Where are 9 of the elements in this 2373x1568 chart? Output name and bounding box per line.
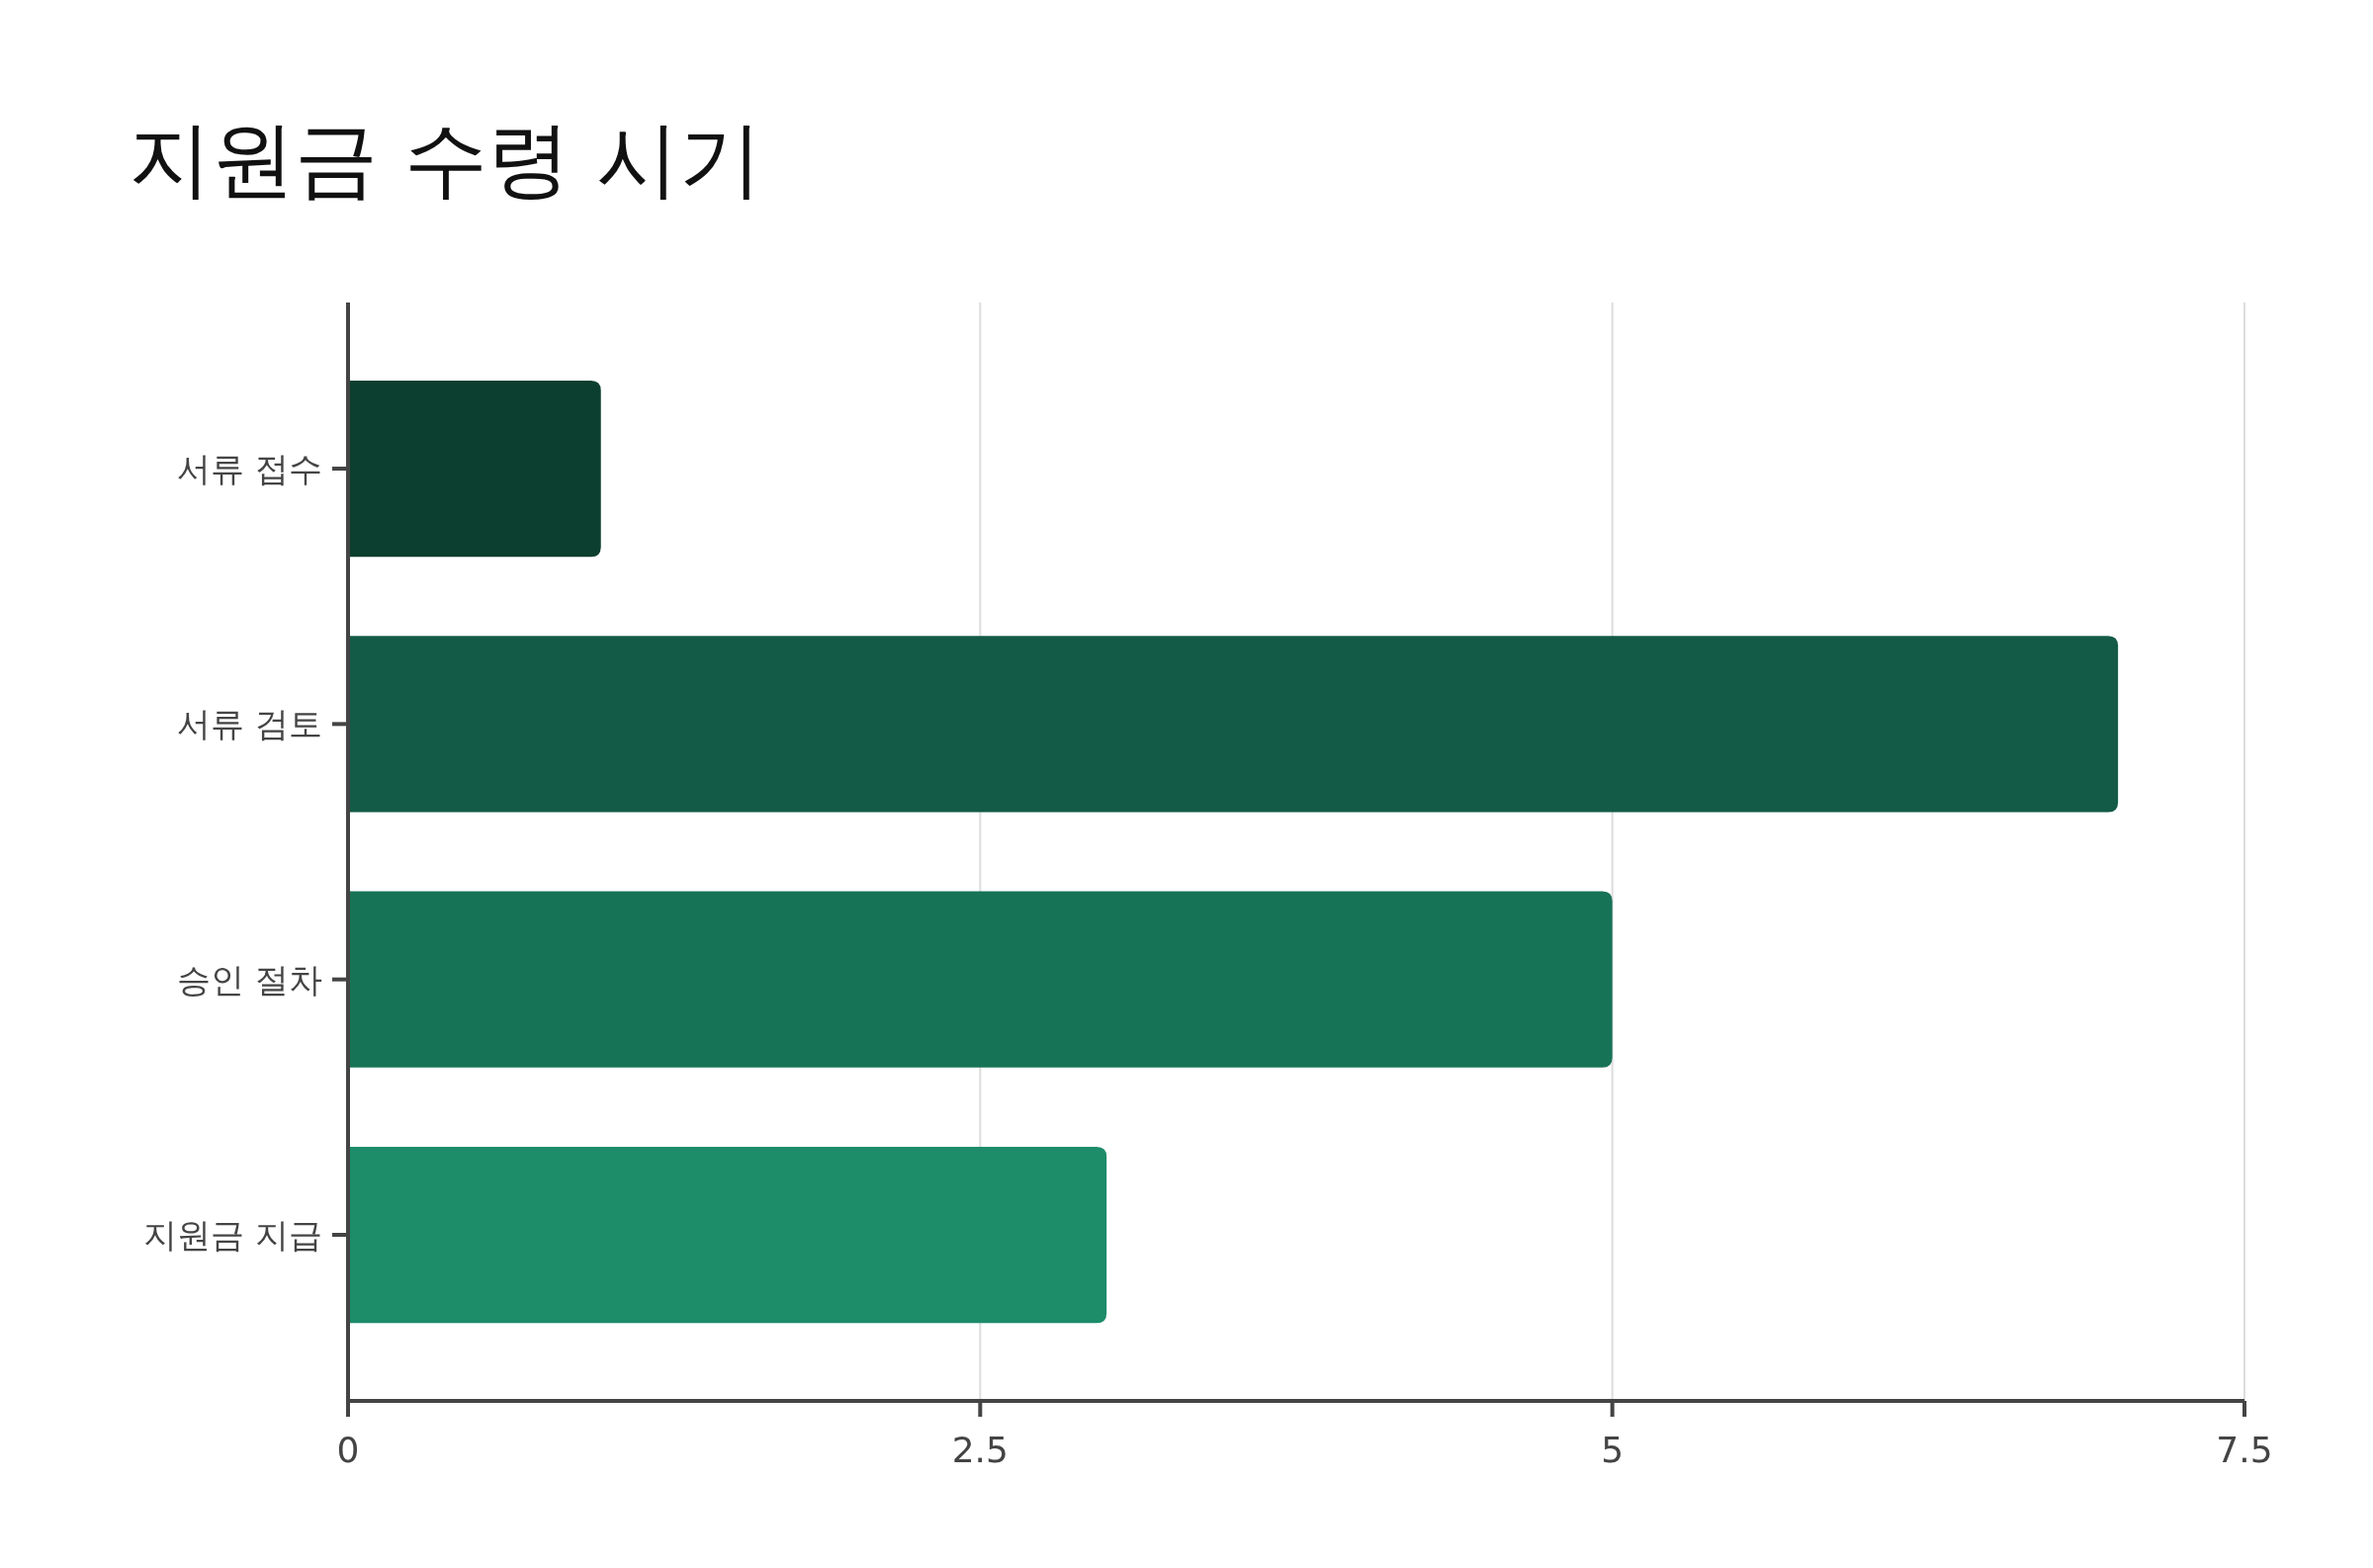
x-tick-label: 7.5	[2216, 1430, 2273, 1470]
y-tick-label: 지원금 지급	[143, 1215, 322, 1255]
y-tick-label: 서류 접수	[177, 449, 322, 488]
x-tick-label: 5	[1601, 1430, 1625, 1470]
x-tick-label: 2.5	[951, 1430, 1009, 1470]
y-tick-label: 서류 검토	[177, 704, 322, 744]
x-tick-label: 0	[336, 1430, 360, 1470]
y-tick-label: 승인 절차	[177, 959, 322, 1000]
chart-title: 지원금 수령 시기	[129, 111, 763, 208]
